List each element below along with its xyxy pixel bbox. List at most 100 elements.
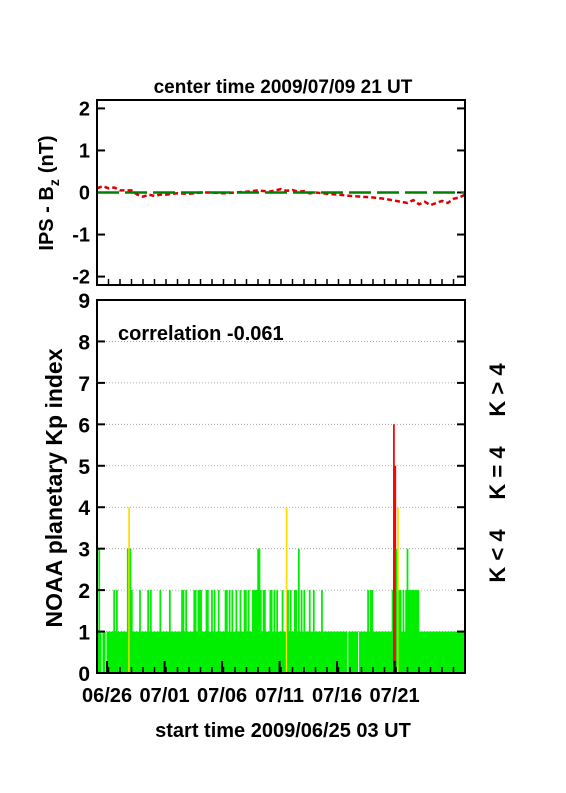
kp-bar (149, 590, 152, 673)
kp-bar (284, 631, 287, 673)
kp-bar (364, 631, 367, 673)
kp-bar (378, 631, 380, 673)
kp-bar (460, 631, 463, 673)
kp-bar (292, 631, 295, 673)
kp-bar (139, 590, 141, 673)
kp-bar (251, 590, 254, 673)
kp-bar (102, 631, 105, 673)
kp-bar (380, 631, 383, 673)
kp-bar (136, 631, 139, 673)
kp-bar (405, 590, 408, 673)
kp-bar (311, 631, 314, 673)
kp-bar (247, 590, 250, 673)
kp-bar (414, 590, 417, 673)
kp-bar (132, 631, 135, 673)
kp-bar (270, 590, 273, 673)
kp-bar (219, 631, 221, 673)
kp-bar (379, 631, 382, 673)
kp-bar (308, 590, 311, 673)
kp-bar (412, 590, 414, 673)
ips-y-tick-label: 1 (79, 140, 90, 162)
kp-bar (291, 631, 293, 673)
kp-bar (383, 631, 386, 673)
kp-bar (431, 631, 433, 673)
kp-bar (388, 631, 391, 673)
kp-bar (367, 590, 369, 673)
kp-gridlines (97, 341, 465, 632)
kp-bar (341, 631, 344, 673)
kp-y-tick-label: 4 (78, 497, 90, 520)
kp-bar (303, 590, 306, 673)
ips-y-tick-label: 2 (79, 98, 90, 120)
ips-panel-title: center time 2009/07/09 21 UT (154, 77, 413, 98)
kp-bar (447, 631, 450, 673)
kp-bar (299, 631, 302, 673)
kp-bar (204, 631, 207, 673)
kp-y-tick-label: 2 (78, 580, 90, 603)
kp-bar (280, 631, 283, 673)
kp-bar (110, 631, 113, 673)
correlation-annotation: correlation -0.061 (118, 323, 284, 345)
kp-bar (141, 631, 144, 673)
kp-bar (429, 631, 432, 673)
kp-bar (227, 631, 230, 673)
kp-bar (455, 631, 458, 673)
kp-bar (441, 631, 444, 673)
kp-bar (178, 631, 181, 673)
kp-bar (458, 631, 460, 673)
kp-bar (145, 631, 148, 673)
kp-bar (360, 631, 363, 673)
kp-bar (395, 548, 398, 673)
kp-bar (193, 590, 196, 673)
kp-bar (300, 590, 303, 673)
kp-bar (117, 631, 120, 673)
kp-y-tick-label: 5 (78, 456, 90, 479)
kp-bar (293, 590, 296, 673)
kp-bar (224, 590, 227, 673)
kp-bar (111, 631, 114, 673)
kp-bar (152, 631, 155, 673)
kp-bar (221, 631, 224, 673)
kp-bar (140, 631, 143, 673)
kp-bar (228, 590, 231, 673)
kp-bar (182, 590, 185, 673)
kp-bar (264, 590, 266, 673)
kp-bar (129, 548, 132, 673)
kp-bar (171, 631, 174, 673)
kp-bar (212, 631, 215, 673)
kp-bar (211, 590, 213, 673)
kp-bar (288, 631, 291, 673)
kp-x-tick-label: 07/06 (197, 685, 247, 707)
kp-bar (384, 631, 387, 673)
kp-bar (403, 631, 406, 673)
kp-bar (231, 590, 234, 673)
kp-bar (262, 590, 265, 673)
kp-bar (255, 590, 258, 673)
kp-bar (232, 631, 235, 673)
kp-bar (234, 631, 236, 673)
ips-plot-frame (96, 99, 466, 286)
kp-bar (350, 631, 353, 673)
kp-bar (209, 631, 212, 673)
kp-y-axis-label: NOAA planetary Kp index (41, 348, 67, 627)
kp-bar (432, 631, 435, 673)
kp-bar (310, 631, 312, 673)
kp-bar (425, 631, 428, 673)
kp-bar (200, 590, 202, 673)
kp-bar (103, 631, 106, 673)
kp-bar (266, 631, 269, 673)
kp-bar (206, 590, 209, 673)
kp-bar (322, 631, 325, 673)
kp-bar (278, 631, 281, 673)
kp-bar (98, 548, 101, 673)
kp-bar (265, 631, 268, 673)
kp-bar (185, 590, 188, 673)
kp-bar (306, 631, 308, 673)
kp-bar (444, 631, 447, 673)
kp-bar (450, 631, 452, 673)
kp-bar (406, 548, 409, 673)
kp-bar (147, 590, 149, 673)
kp-bar (121, 631, 124, 673)
kp-bar (426, 631, 429, 673)
